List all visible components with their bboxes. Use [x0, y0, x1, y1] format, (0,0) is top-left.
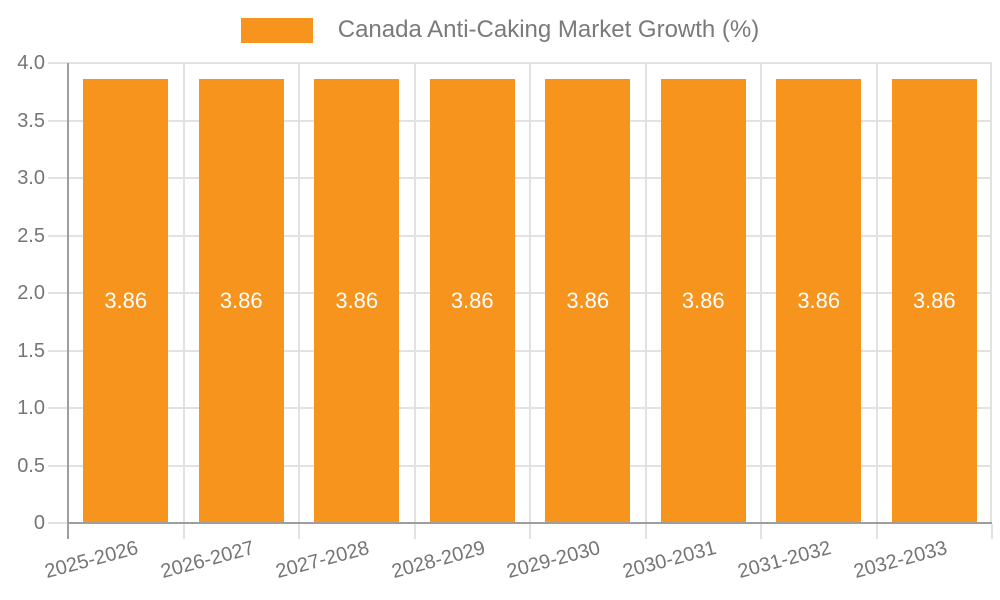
legend-label: Canada Anti-Caking Market Growth (%) — [337, 16, 760, 43]
y-tick — [48, 292, 68, 294]
y-tick — [48, 234, 68, 237]
bar-value-label: 3.86 — [566, 288, 610, 314]
x-axis-label: 2027-2028 — [273, 536, 372, 583]
x-axis-line — [67, 522, 992, 524]
legend[interactable]: Canada Anti-Caking Market Growth (%) — [0, 16, 1000, 44]
y-tick — [48, 522, 68, 524]
bar-value-label: 3.86 — [219, 288, 263, 314]
y-gridline — [68, 464, 992, 467]
x-tick — [529, 524, 531, 539]
y-tick — [48, 464, 68, 467]
bar-value-label: 3.86 — [450, 288, 494, 314]
x-tick — [413, 524, 416, 539]
bar — [545, 79, 631, 523]
bar — [776, 79, 862, 523]
y-axis-label: 3.0 — [17, 167, 45, 189]
bar-value-label: 3.86 — [681, 288, 725, 314]
x-axis-label: 2026-2027 — [158, 536, 257, 583]
y-axis-label: 0 — [33, 512, 45, 534]
bar-value-label: 3.86 — [104, 288, 148, 314]
bar — [314, 79, 400, 523]
x-axis-label: 2032-2033 — [851, 536, 950, 583]
x-axis-label: 2030-2031 — [620, 536, 719, 583]
x-tick — [991, 524, 993, 539]
y-axis-label: 4.0 — [17, 52, 45, 74]
y-gridline — [68, 119, 992, 122]
y-axis-label: 1.5 — [17, 339, 45, 362]
bar — [429, 79, 515, 523]
y-gridline — [68, 407, 992, 409]
y-tick — [48, 119, 68, 122]
bar-value-label: 3.86 — [797, 288, 841, 314]
x-tick — [644, 524, 647, 539]
y-axis-label: 1.0 — [17, 397, 45, 419]
y-tick — [48, 349, 68, 352]
bar — [660, 79, 746, 523]
bar — [891, 79, 977, 523]
y-axis-label: 2.5 — [17, 224, 45, 247]
x-tick — [182, 524, 185, 539]
bar — [83, 79, 169, 523]
y-axis-label: 3.5 — [17, 109, 45, 132]
y-gridline — [68, 177, 992, 179]
x-tick — [875, 524, 878, 539]
x-tick — [298, 524, 300, 539]
y-axis-label: 0.5 — [17, 454, 45, 477]
x-axis-label: 2028-2029 — [389, 536, 488, 583]
y-gridline — [68, 234, 992, 237]
y-gridline — [68, 62, 992, 64]
bar-value-label: 3.86 — [912, 288, 956, 314]
y-gridline — [68, 292, 992, 294]
y-axis-label: 2.0 — [17, 282, 45, 304]
y-tick — [48, 177, 68, 179]
x-axis-label: 2031-2032 — [735, 536, 834, 583]
y-gridline — [68, 349, 992, 352]
bar — [198, 79, 284, 523]
y-tick — [48, 62, 68, 64]
x-axis-label: 2029-2030 — [504, 536, 603, 583]
bar-value-label: 3.86 — [335, 288, 379, 314]
x-tick — [760, 524, 762, 539]
x-axis-label: 2025-2026 — [42, 536, 141, 583]
legend-swatch — [240, 17, 313, 43]
y-tick — [48, 407, 68, 409]
y-axis-line — [67, 63, 69, 539]
